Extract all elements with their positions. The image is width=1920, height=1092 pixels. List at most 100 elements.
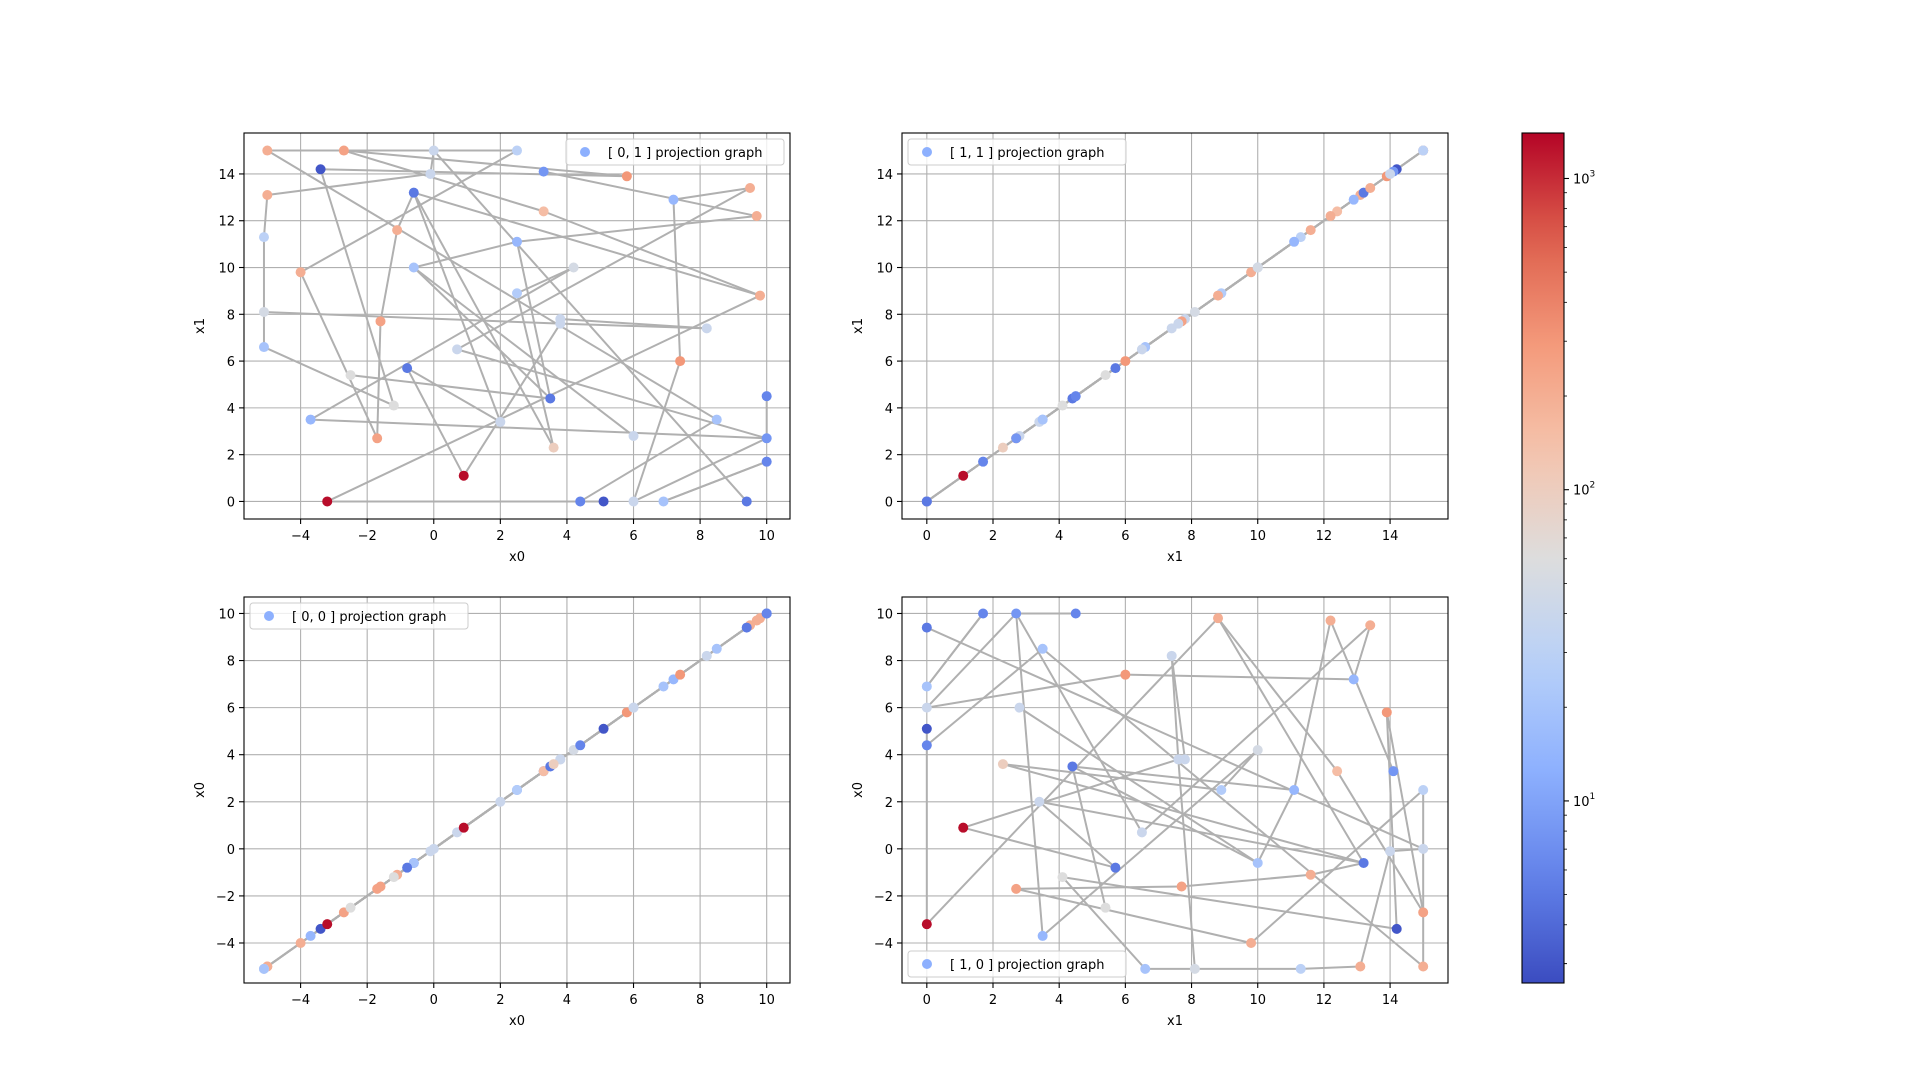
data-point (538, 206, 549, 217)
data-point (1381, 707, 1392, 718)
graph-edge (926, 626, 1424, 850)
data-point (755, 290, 766, 301)
graph-edge (319, 168, 395, 406)
axes-frame (243, 596, 791, 984)
data-point (761, 608, 772, 619)
graph-edge (412, 192, 502, 423)
y-tick-label: 8 (227, 655, 235, 670)
colorbar-frame (1521, 132, 1565, 984)
tick-base: 10 (1573, 172, 1590, 187)
graph-edge (1217, 617, 1365, 864)
data-point (1166, 323, 1177, 334)
x-tick-label: 14 (1382, 529, 1399, 544)
legend-box (249, 602, 469, 630)
x-tick-label: 12 (1316, 993, 1333, 1008)
y-tick-label: 0 (885, 843, 893, 858)
data-point (675, 669, 686, 680)
y-tick-label: 8 (885, 655, 893, 670)
graph-edge (1038, 801, 1117, 869)
panel-bottom-right: 0 2 4 6 8 10 12 14 −4 −2 0 2 4 6 8 10 x1 x0 [ 1, 0 ] proje… (851, 596, 1449, 1029)
graph-edge (406, 367, 465, 477)
data-point (545, 393, 556, 404)
data-point (1252, 262, 1263, 273)
data-point (1385, 168, 1396, 179)
legend-box (565, 138, 785, 166)
graph-edge (376, 321, 382, 439)
data-point (548, 442, 559, 453)
data-point (1365, 182, 1376, 193)
data-point (1011, 433, 1022, 444)
data-point (1176, 881, 1187, 892)
x-tick-label: 6 (1121, 529, 1129, 544)
data-point (1120, 356, 1131, 367)
y-tick-label: 6 (227, 702, 235, 717)
data-point (295, 937, 306, 948)
data-point (1014, 702, 1025, 713)
data-point (978, 608, 989, 619)
graph-edge (1256, 789, 1296, 864)
graph-edge (263, 310, 561, 325)
data-point (1391, 923, 1402, 934)
data-point (958, 822, 969, 833)
x-axis-label: x0 (509, 1014, 525, 1029)
y-tick-label: 2 (885, 796, 893, 811)
y-tick-label: −2 (216, 890, 235, 905)
x-tick-label: 4 (1055, 993, 1063, 1008)
tick-exponent: 1 (1590, 792, 1596, 802)
y-tick-label: −4 (874, 937, 893, 952)
data-point (675, 356, 686, 367)
legend-label: [ 1, 1 ] projection graph (950, 146, 1104, 161)
graph-edge (633, 437, 768, 503)
data-point (761, 433, 772, 444)
data-point (711, 414, 722, 425)
y-tick-label: −4 (216, 937, 235, 952)
data-point (372, 883, 383, 894)
panel-top-right: 0 2 4 6 8 10 12 14 0 2 4 6 8 10 12 14 x1 x1 [ 1, 1 ] proje… (851, 132, 1449, 565)
data-point (548, 759, 559, 770)
data-point (1418, 961, 1429, 972)
x-tick-label: −2 (358, 529, 377, 544)
data-point (621, 171, 632, 182)
graph-edge (350, 374, 551, 400)
data-point (1388, 766, 1399, 777)
data-point (1385, 846, 1396, 857)
y-tick-label: 4 (885, 402, 893, 417)
graph-edge (310, 266, 575, 421)
y-tick-label: 0 (227, 843, 235, 858)
graph-edge (1329, 620, 1395, 772)
graph-edge (396, 192, 415, 231)
data-point (1325, 615, 1336, 626)
y-tick-label: 4 (227, 402, 235, 417)
graph-edge (1177, 759, 1196, 969)
data-point (741, 622, 752, 633)
graph-edge (1018, 706, 1259, 864)
graph-edge (1016, 885, 1182, 890)
y-tick-label: 12 (218, 215, 235, 230)
data-point (1070, 608, 1081, 619)
data-point (701, 650, 712, 661)
y-tick-label: 2 (885, 449, 893, 464)
data-point (701, 323, 712, 334)
data-point (1166, 650, 1177, 661)
data-point (1332, 766, 1343, 777)
data-point (388, 872, 399, 883)
x-axis-label: x1 (1167, 1014, 1183, 1029)
data-point (305, 414, 316, 425)
y-tick-label: −2 (874, 890, 893, 905)
data-point (428, 145, 439, 156)
axes-frame (243, 132, 791, 520)
data-point (628, 430, 639, 441)
data-point (598, 723, 609, 734)
data-point (305, 930, 316, 941)
x-tick-label: 10 (1249, 529, 1266, 544)
data-point (258, 306, 269, 317)
data-point (1100, 370, 1111, 381)
graph-edge (262, 194, 269, 238)
data-point (1037, 414, 1048, 425)
data-point (1216, 785, 1227, 795)
data-point (375, 316, 386, 327)
x-tick-label: 2 (496, 529, 504, 544)
graph-edge (1015, 887, 1252, 944)
y-tick-label: 14 (218, 168, 235, 183)
y-tick-label: 12 (876, 215, 893, 230)
